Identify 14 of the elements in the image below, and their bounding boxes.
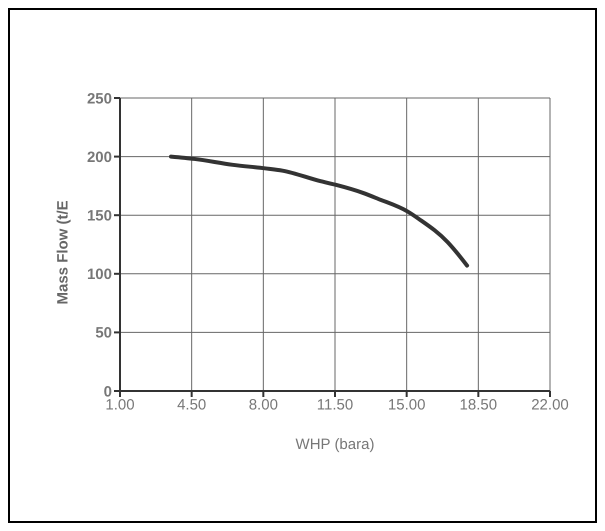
line-series (168, 154, 470, 268)
y-tick-label: 250 (86, 90, 112, 108)
x-tick-label: 22.00 (531, 396, 569, 414)
y-tick-label: 50 (95, 324, 112, 342)
x-tick-label: 15.00 (388, 396, 426, 414)
x-tick-label: 8.00 (248, 396, 278, 414)
y-tick-label: 150 (86, 208, 112, 225)
x-tick-label: 11.50 (316, 396, 354, 414)
x-axis-title: WHP (bara) (296, 436, 374, 453)
x-tick-label: 4.50 (177, 396, 206, 414)
y-tick-label: 100 (86, 266, 112, 284)
x-tick-label: 18.50 (460, 396, 498, 414)
y-tick-label: 200 (86, 148, 112, 166)
y-axis-title: Mass Flow (t/E (54, 200, 72, 304)
